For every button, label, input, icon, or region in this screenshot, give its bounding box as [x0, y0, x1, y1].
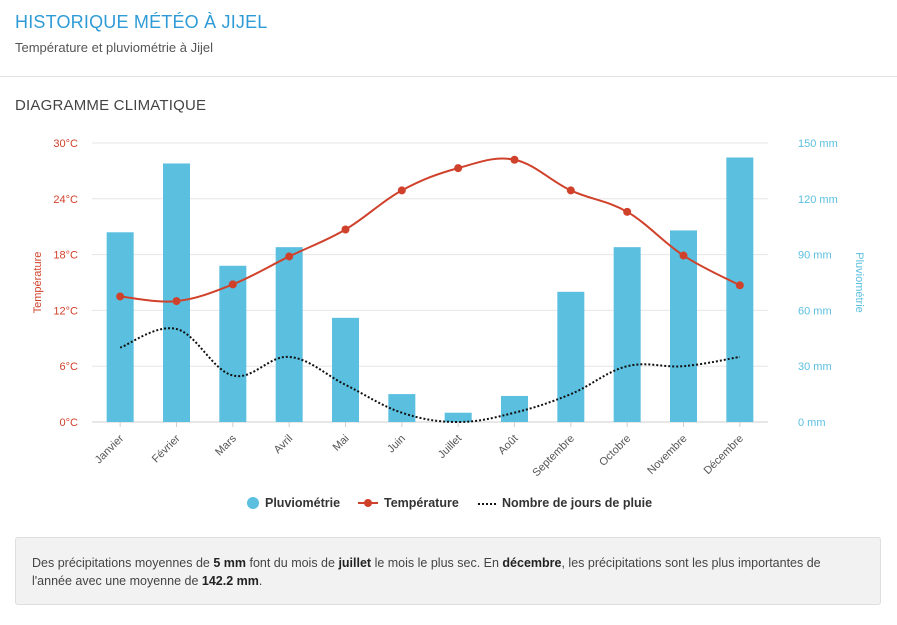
temperature-point — [679, 251, 688, 260]
temperature-point — [172, 297, 181, 306]
y-right-tick-label: 0 mm — [798, 417, 826, 429]
temperature-point — [735, 281, 744, 290]
x-tick-label: Janvier — [93, 432, 127, 466]
summary-text: , les précipitations sont les plus impor… — [32, 556, 821, 588]
summary-text: . — [258, 574, 263, 588]
y-right-tick-label: 90 mm — [798, 250, 832, 262]
legend-precip-symbol — [247, 497, 259, 509]
x-tick-label: Juin — [385, 433, 408, 456]
summary-wettest-month: décembre — [502, 556, 562, 570]
temperature-point — [285, 252, 294, 261]
precip-bar — [388, 394, 416, 422]
temperature-point — [566, 186, 575, 195]
precip-bar — [670, 230, 697, 422]
x-tick-label: Mars — [213, 432, 239, 458]
page-subtitle: Température et pluviométrie à Jijel — [15, 40, 213, 55]
summary-text: le mois le plus sec. En — [371, 556, 503, 570]
x-tick-label: Septembre — [530, 433, 577, 480]
precip-bar — [275, 247, 303, 422]
summary-min-value: 5 mm — [213, 556, 247, 570]
climate-chart: 0°C 0 mm 6°C 30 mm 12°C 60 mm 18°C 90 mm 24°C 120… — [32, 138, 865, 480]
temperature-point — [623, 207, 632, 216]
y-left-axis-title: Température — [32, 252, 44, 314]
x-tick-label: Mai — [331, 433, 352, 454]
summary-text: Des précipitations moyennes de — [32, 556, 214, 570]
y-right-tick-label: 30 mm — [798, 361, 832, 373]
precip-bar — [557, 291, 585, 422]
legend-item-temp[interactable]: Température — [358, 496, 459, 510]
legend-precip-label: Pluviométrie — [265, 496, 341, 510]
rain-days-line — [119, 327, 740, 424]
precip-bar — [219, 265, 247, 422]
summary-box: Des précipitations moyennes de 5 mm font… — [15, 537, 881, 605]
x-tick-label: Août — [496, 433, 520, 457]
legend-raindays-label: Nombre de jours de pluie — [502, 496, 653, 510]
temperature-point — [116, 292, 125, 301]
y-right-axis-title: Pluviométrie — [853, 252, 865, 313]
x-tick-label: Février — [150, 432, 183, 465]
summary-max-value: 142.2 mm — [201, 574, 259, 588]
precip-bar — [163, 163, 190, 422]
y-left-tick-label: 30°C — [53, 138, 78, 150]
precip-bar — [332, 317, 359, 422]
precip-bar — [726, 157, 754, 422]
section-title: DIAGRAMME CLIMATIQUE — [15, 97, 207, 114]
legend-raindays-symbol — [478, 502, 496, 505]
x-tick-label: Décembre — [702, 433, 746, 477]
legend-temp-symbol — [358, 497, 378, 509]
y-right-tick-label: 120 mm — [798, 194, 838, 206]
x-tick-label: Novembre — [645, 433, 689, 477]
temperature-point — [341, 225, 350, 234]
page-title: HISTORIQUE MÉTÉO À JIJEL — [15, 12, 268, 32]
legend-temp-label: Température — [384, 496, 459, 510]
chart-legend: Pluviométrie Température Nombre de jours… — [0, 496, 897, 516]
temperature-point — [397, 186, 406, 195]
y-right-tick-label: 60 mm — [798, 305, 832, 317]
temperature-point — [454, 164, 463, 173]
y-left-tick-label: 6°C — [60, 361, 79, 373]
x-tick-label: Octobre — [597, 433, 633, 469]
x-tick-label: Avril — [272, 433, 295, 456]
temperature-point — [228, 280, 237, 289]
temperature-point — [510, 155, 519, 164]
precip-bar — [106, 232, 134, 422]
legend-item-precip[interactable]: Pluviométrie — [247, 496, 340, 510]
summary-text: font du mois de — [246, 556, 339, 570]
y-left-tick-label: 18°C — [53, 250, 78, 262]
y-right-tick-label: 150 mm — [798, 138, 838, 150]
precip-bar — [613, 247, 641, 422]
legend-item-raindays[interactable]: Nombre de jours de pluie — [478, 496, 652, 510]
precip-bar — [444, 412, 472, 422]
page-header: HISTORIQUE MÉTÉO À JIJEL Température et … — [0, 0, 897, 77]
y-left-tick-label: 24°C — [53, 194, 78, 206]
precip-bar — [501, 395, 528, 422]
y-left-tick-label: 0°C — [60, 417, 79, 429]
summary-driest-month: juillet — [338, 556, 372, 570]
x-tick-label: Juillet — [436, 433, 464, 461]
y-left-tick-label: 12°C — [53, 305, 78, 317]
temperature-line — [120, 157, 741, 303]
